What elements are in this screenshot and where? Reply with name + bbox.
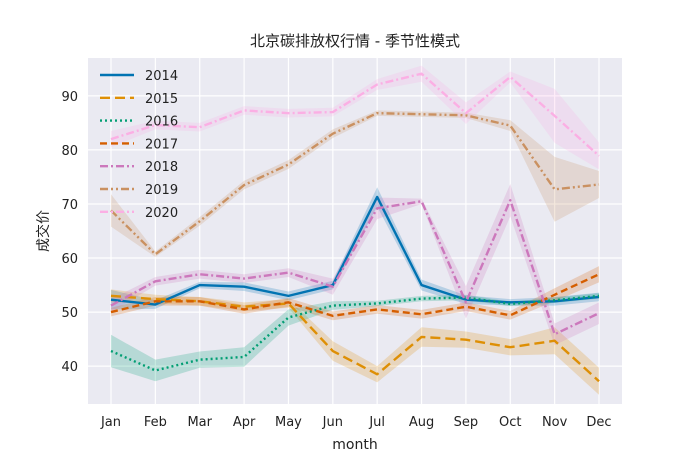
- series-line-2014: [110, 195, 600, 306]
- x-axis-label: month: [332, 437, 377, 453]
- x-tick-label: Dec: [586, 415, 611, 430]
- x-tick-label: Mar: [187, 415, 212, 430]
- x-tick-label: Aug: [409, 415, 434, 430]
- x-tick-label: Apr: [233, 415, 256, 430]
- x-tick-label: May: [275, 415, 302, 430]
- y-tick-labels: 40 50 60 70 80 90: [61, 90, 78, 375]
- series-line-2020: [110, 72, 600, 157]
- series-line-2018: [110, 198, 600, 336]
- x-tick-label: Jan: [100, 415, 121, 430]
- band-2018: [111, 183, 599, 346]
- legend: 2014 2015 2016 2017 2018 2019 2020: [100, 69, 178, 221]
- y-axis-label: 成交价: [35, 210, 52, 252]
- band-2016: [111, 293, 599, 382]
- y-tick-label: 60: [61, 252, 78, 267]
- legend-label-2014: 2014: [145, 69, 178, 84]
- x-tick-label: Jun: [322, 415, 343, 430]
- legend-label-2015: 2015: [145, 92, 178, 107]
- x-tick-label: Jul: [368, 415, 385, 430]
- legend-label-2016: 2016: [145, 115, 178, 130]
- x-tick-label: Nov: [542, 415, 568, 430]
- y-tick-label: 40: [61, 360, 78, 375]
- plot-background: [88, 58, 622, 404]
- legend-label-2018: 2018: [145, 160, 178, 175]
- x-tick-label: Sep: [454, 415, 479, 430]
- series-line-2016: [110, 294, 600, 372]
- x-tick-label: Feb: [144, 415, 167, 430]
- legend-label-2020: 2020: [145, 206, 178, 221]
- legend-label-2019: 2019: [145, 183, 178, 198]
- legend-label-2017: 2017: [145, 137, 178, 152]
- series-line-2017: [110, 273, 600, 318]
- series-lines: [110, 72, 600, 383]
- y-tick-label: 70: [61, 198, 78, 213]
- y-tick-label: 90: [61, 90, 78, 105]
- chart-title: 北京碳排放权行情 - 季节性模式: [250, 32, 460, 50]
- x-tick-label: Oct: [499, 415, 521, 430]
- x-tick-labels: Jan Feb Mar Apr May Jun Jul Aug Sep Oct Nov Dec: [100, 415, 612, 430]
- series-line-2019: [110, 111, 600, 256]
- y-tick-label: 50: [61, 306, 78, 321]
- y-tick-label: 80: [61, 144, 78, 159]
